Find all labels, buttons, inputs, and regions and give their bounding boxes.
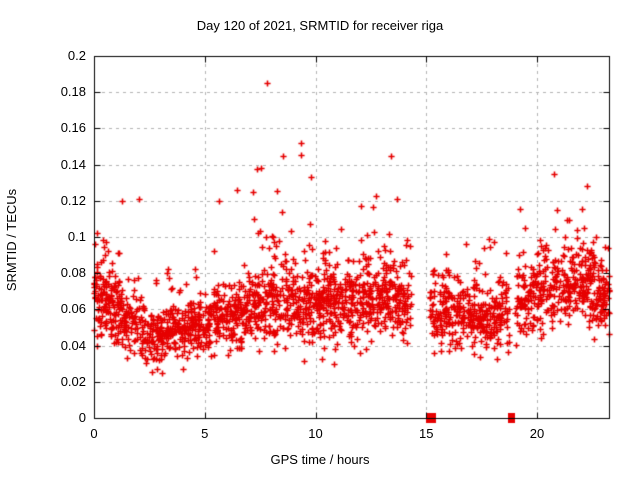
y-tick-label: 0 (78, 410, 86, 425)
x-tick-label: 10 (308, 426, 323, 441)
x-axis-label: GPS time / hours (270, 452, 370, 467)
y-tick-label: 0.02 (60, 373, 86, 389)
x-tick-label: 15 (419, 426, 434, 441)
y-axis-label: SRMTID / TECUs (4, 188, 19, 292)
y-tick-label: 0.18 (60, 84, 86, 100)
x-tick-label: 5 (201, 426, 209, 441)
y-tick-label: 0.1 (67, 229, 86, 244)
y-tick-label: 0.06 (60, 301, 86, 317)
y-tick-label: 0.14 (60, 156, 86, 172)
y-tick-label: 0.16 (60, 120, 86, 136)
y-tick-label: 0.08 (60, 265, 86, 281)
y-tick-label: 0.04 (60, 337, 86, 353)
y-tick-label: 0.2 (67, 48, 86, 63)
x-tick-label: 0 (90, 426, 98, 441)
x-tick-label: 20 (529, 426, 545, 441)
chart-title: Day 120 of 2021, SRMTID for receiver rig… (196, 18, 444, 33)
y-tick-label: 0.12 (60, 192, 86, 208)
